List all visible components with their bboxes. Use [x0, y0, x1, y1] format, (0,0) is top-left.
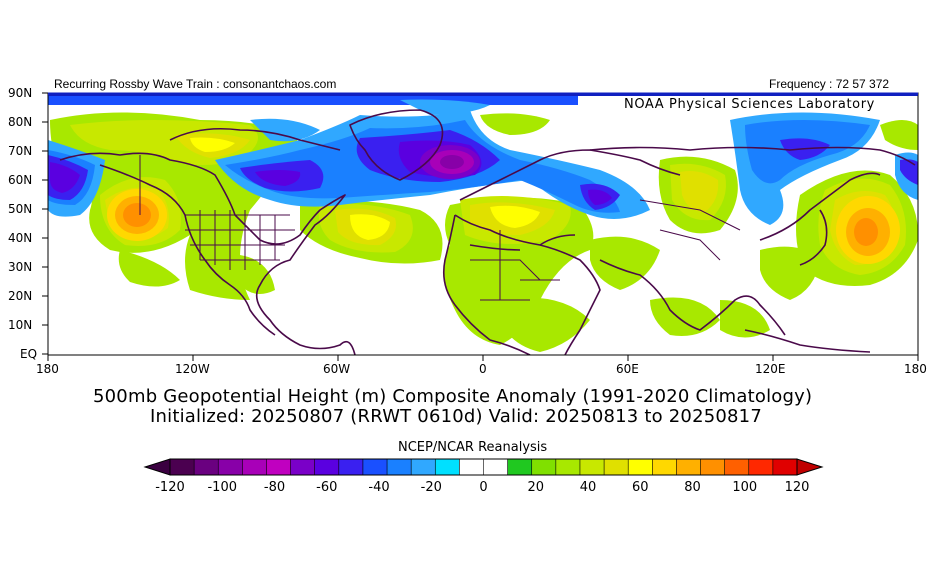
colorbar-tick-label: 40	[579, 480, 597, 495]
y-label-60n: 60N	[8, 173, 33, 187]
colorbar-bin	[362, 458, 388, 476]
colorbar-bin	[507, 458, 533, 476]
y-label-90n: 90N	[8, 86, 33, 100]
colorbar-bin	[266, 458, 292, 476]
colorbar-bin	[434, 458, 460, 476]
colorbar-bin	[459, 458, 485, 476]
coastlines	[59, 109, 916, 355]
colorbar-bin	[555, 458, 581, 476]
colorbar-bin	[748, 458, 774, 476]
colorbar-bin	[169, 458, 195, 476]
x-label-120w: 120W	[175, 362, 210, 376]
anomaly-field	[48, 93, 918, 355]
colorbar-tick-label: -100	[207, 480, 237, 495]
y-label-eq: EQ	[20, 347, 38, 361]
y-axis-ticks	[42, 92, 48, 355]
colorbar-tick-label: 80	[684, 480, 701, 495]
y-label-20n: 20N	[8, 289, 33, 303]
header-left-text: Recurring Rossby Wave Train : consonantc…	[54, 77, 337, 91]
colorbar-tick-label: -40	[368, 480, 390, 495]
colorbar-bin	[579, 458, 605, 476]
y-label-70n: 70N	[8, 144, 33, 158]
colorbar-tick-label: -60	[316, 480, 338, 495]
colorbar-bin	[338, 458, 364, 476]
colorbar-tick-label: 60	[631, 480, 649, 495]
x-label-180w: 180	[36, 362, 59, 376]
header-right-text: Frequency : 72 57 372	[769, 77, 890, 91]
colorbar-over-arrow	[796, 458, 824, 476]
colorbar-bin	[627, 458, 653, 476]
colorbar-under-arrow	[143, 458, 171, 476]
colorbar-tick-label: -20	[420, 480, 442, 495]
x-label-180e: 180	[904, 362, 927, 376]
colorbar-tick-label: 0	[479, 480, 488, 495]
x-axis-ticks	[47, 355, 919, 361]
colorbar-bin	[652, 458, 678, 476]
colorbar-bin	[531, 458, 557, 476]
colorbar-bin	[676, 458, 702, 476]
x-label-60w: 60W	[323, 362, 351, 376]
colorbar-bin	[193, 458, 219, 476]
country-boundaries	[139, 155, 741, 301]
colorbar-tick-label: 120	[784, 480, 810, 495]
title-line-1: 500mb Geopotential Height (m) Composite …	[93, 386, 813, 407]
lab-label: NOAA Physical Sciences Laboratory	[620, 97, 879, 112]
colorbar-frame	[169, 458, 798, 476]
y-label-80n: 80N	[8, 115, 33, 129]
x-label-60e: 60E	[616, 362, 639, 376]
colorbar-bin	[410, 458, 436, 476]
colorbar-tick-label: 20	[527, 480, 545, 495]
y-label-50n: 50N	[8, 202, 33, 216]
positive-high-centres	[107, 189, 900, 264]
colorbar-bin	[700, 458, 726, 476]
colorbar-credit: NCEP/NCAR Reanalysis	[398, 440, 548, 455]
colorbar-tick-label: 100	[732, 480, 758, 495]
colorbar-bin	[724, 458, 750, 476]
colorbar-bin	[386, 458, 412, 476]
colorbar-bin	[772, 458, 798, 476]
colorbar-bin	[242, 458, 268, 476]
colorbar-bins	[169, 458, 798, 476]
state-boundaries	[185, 210, 295, 270]
colorbar-bin	[603, 458, 629, 476]
x-label-0: 0	[479, 362, 487, 376]
y-label-30n: 30N	[8, 260, 33, 274]
positive-50-regions	[190, 137, 540, 240]
colorbar-bin	[217, 458, 243, 476]
colorbar-tick-label: -120	[155, 480, 185, 495]
colorbar-bin	[483, 458, 509, 476]
y-label-40n: 40N	[8, 231, 33, 245]
colorbar-bin	[314, 458, 340, 476]
x-label-120e: 120E	[755, 362, 786, 376]
colorbar-tick-label: -80	[263, 480, 286, 495]
colorbar-bin	[290, 458, 316, 476]
y-label-10n: 10N	[8, 318, 33, 332]
title-line-2: Initialized: 20250807 (RRWT 0610d) Valid…	[150, 406, 762, 427]
